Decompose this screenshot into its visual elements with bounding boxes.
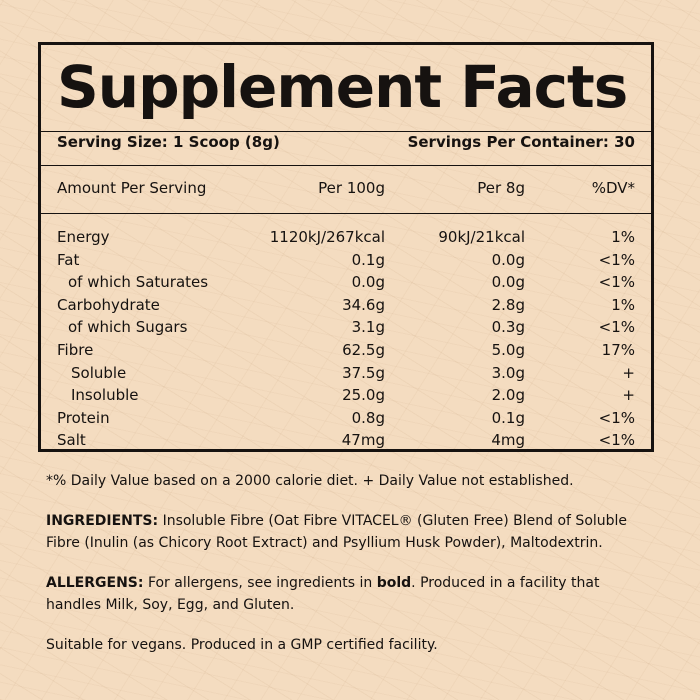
divider [41, 165, 651, 166]
table-row: Protein 0.8g 0.1g <1% [57, 407, 635, 430]
serving-size: Serving Size: 1 Scoop (8g) [57, 133, 280, 151]
nutrient-name: Soluble [71, 363, 127, 382]
nutrient-name: of which Sugars [68, 318, 188, 337]
nutrient-per100: 47mg [341, 431, 385, 450]
panel-title: Supplement Facts [57, 53, 628, 121]
nutrient-dv: <1% [598, 431, 635, 450]
nutrient-dv: + [622, 386, 635, 405]
footnote: *% Daily Value based on a 2000 calorie d… [46, 473, 574, 489]
nutrient-name: Protein [57, 408, 110, 427]
nutrient-dv: 1% [611, 228, 635, 246]
supplement-facts-panel: Supplement Facts Serving Size: 1 Scoop (… [38, 42, 654, 452]
ingredients-block: INGREDIENTS: Insoluble Fibre (Oat Fibre … [46, 510, 658, 554]
table-row: Fibre 62.5g 5.0g 17% [57, 339, 635, 362]
table-row: Salt 47mg 4mg <1% [57, 429, 635, 452]
nutrient-per100: 34.6g [342, 295, 385, 314]
nutrient-per100: 25.0g [342, 386, 385, 405]
nutrient-name: Fibre [57, 340, 94, 359]
nutrient-per100: 62.5g [342, 340, 385, 359]
nutrient-dv: <1% [598, 318, 635, 337]
table-row: of which Sugars 3.1g 0.3g <1% [57, 316, 635, 339]
divider [41, 131, 651, 132]
serving-info: Serving Size: 1 Scoop (8g) Servings Per … [57, 133, 635, 155]
nutrient-name: Insoluble [71, 386, 139, 405]
nutrient-name: Fat [57, 250, 80, 269]
allergens-label: ALLERGENS: [46, 575, 144, 591]
nutrient-per8: 0.3g [491, 318, 525, 337]
header-amount: Amount Per Serving [57, 179, 207, 197]
nutrient-name: of which Saturates [68, 273, 209, 292]
nutrient-table: Energy 1120kJ/267kcal 90kJ/21kcal 1% Fat… [57, 226, 635, 452]
allergens-bold-word: bold [376, 575, 412, 591]
nutrient-dv: 17% [601, 340, 635, 359]
nutrient-name: Energy [57, 228, 110, 246]
allergens-text-before: For allergens, see ingredients in [147, 575, 377, 591]
table-row: Insoluble 25.0g 2.0g + [57, 384, 635, 407]
suitability-note: Suitable for vegans. Produced in a GMP c… [46, 637, 438, 653]
nutrient-per8: 5.0g [491, 340, 525, 359]
header-per8: Per 8g [477, 179, 525, 197]
nutrient-per8: 0.0g [491, 250, 525, 269]
table-row: Energy 1120kJ/267kcal 90kJ/21kcal 1% [57, 226, 635, 249]
nutrient-dv: 1% [611, 295, 635, 314]
column-header: Amount Per Serving Per 100g Per 8g %DV* [57, 179, 635, 201]
divider [41, 213, 651, 214]
servings-per-container: Servings Per Container: 30 [407, 133, 635, 151]
table-row: of which Saturates 0.0g 0.0g <1% [57, 271, 635, 294]
nutrient-dv: <1% [598, 250, 635, 269]
table-row: Carbohydrate 34.6g 2.8g 1% [57, 294, 635, 317]
nutrient-per8: 3.0g [491, 363, 525, 382]
nutrient-per8: 2.0g [491, 386, 525, 405]
nutrient-per100: 0.1g [351, 250, 385, 269]
nutrient-dv: <1% [598, 273, 635, 292]
nutrient-per8: 0.0g [491, 273, 525, 292]
nutrient-per8: 2.8g [491, 295, 525, 314]
table-row: Fat 0.1g 0.0g <1% [57, 249, 635, 272]
nutrient-name: Carbohydrate [57, 295, 160, 314]
table-row: Soluble 37.5g 3.0g + [57, 362, 635, 385]
nutrient-per100: 0.8g [351, 408, 385, 427]
nutrient-per8: 0.1g [491, 408, 525, 427]
nutrient-dv: + [622, 363, 635, 382]
allergens-block: ALLERGENS: For allergens, see ingredient… [46, 572, 658, 616]
nutrient-per100: 0.0g [351, 273, 385, 292]
nutrient-per8: 4mg [491, 431, 525, 450]
allergens-text-after: . Produced in a facility that handles Mi… [46, 575, 600, 613]
nutrient-per100: 3.1g [351, 318, 385, 337]
nutrient-name: Salt [57, 431, 86, 450]
ingredients-label: INGREDIENTS: [46, 513, 159, 529]
nutrient-per8: 90kJ/21kcal [438, 228, 525, 246]
ingredients-text: Insoluble Fibre (Oat Fibre VITACEL® (Glu… [46, 513, 628, 551]
header-dv: %DV* [591, 179, 635, 197]
nutrient-dv: <1% [598, 408, 635, 427]
nutrient-per100: 1120kJ/267kcal [269, 228, 385, 246]
header-per100: Per 100g [318, 179, 385, 197]
nutrient-per100: 37.5g [342, 363, 385, 382]
